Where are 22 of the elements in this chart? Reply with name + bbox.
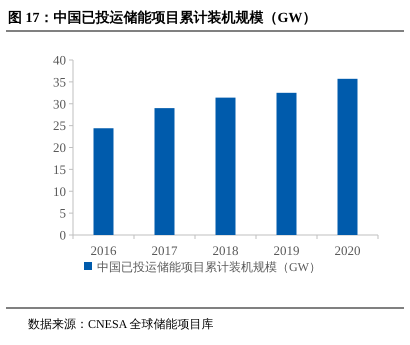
x-tick-label: 2016	[90, 243, 117, 258]
title: 图 17：中国已投运储能项目累计装机规模（GW）	[8, 11, 316, 26]
bar	[338, 78, 358, 235]
x-tick-label: 2018	[212, 243, 238, 258]
bar	[94, 128, 114, 235]
x-tick-label: 2020	[334, 243, 360, 258]
bar	[216, 98, 236, 235]
y-tick-label: 5	[60, 206, 66, 221]
y-tick-label: 30	[53, 96, 66, 112]
y-tick-label: 15	[53, 162, 66, 177]
y-tick-label: 40	[53, 52, 66, 68]
source-note: 数据来源：CNESA 全球储能项目库	[28, 317, 214, 331]
bar	[276, 92, 296, 235]
x-tick-label: 2019	[274, 243, 300, 258]
legend-label: 中国已投运储能项目累计装机规模（GW）	[97, 260, 321, 274]
y-tick-label: 0	[60, 228, 66, 242]
bar	[154, 108, 174, 235]
y-tick-label: 20	[53, 140, 66, 155]
y-tick-label: 10	[53, 184, 66, 199]
y-tick-label: 35	[53, 74, 66, 90]
x-tick-label: 2017	[152, 243, 178, 258]
y-tick-label: 25	[53, 118, 66, 134]
